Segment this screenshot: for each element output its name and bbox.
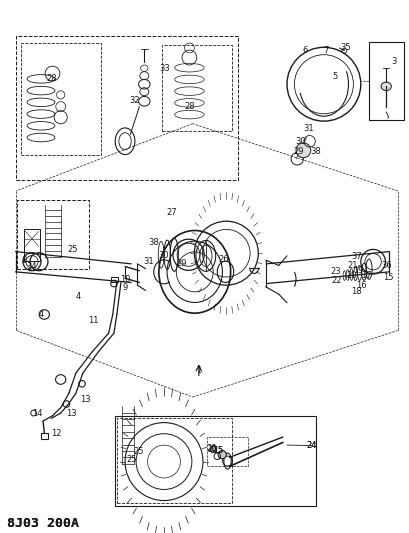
Text: 25: 25 [67,245,78,254]
Bar [162,45,232,131]
Text: 11: 11 [88,316,99,325]
Bar [17,200,89,269]
Text: 15: 15 [382,273,393,281]
Text: 8: 8 [21,256,27,264]
Text: 26: 26 [218,255,228,264]
Text: 23: 23 [329,268,340,276]
Bar [115,416,315,506]
Ellipse shape [380,82,390,91]
Text: 16: 16 [355,281,366,289]
Text: 13: 13 [80,395,90,403]
Text: 30: 30 [294,137,305,146]
Text: 20: 20 [207,445,216,454]
Text: 22: 22 [330,277,341,285]
Circle shape [209,446,216,453]
Circle shape [295,143,310,158]
Text: 4: 4 [76,293,81,301]
Text: 27: 27 [166,208,176,216]
Text: 1: 1 [196,366,201,375]
Text: 12: 12 [51,430,62,438]
Bar [110,277,118,282]
Text: 24: 24 [306,441,316,450]
Text: 19: 19 [353,266,363,274]
Text: 36: 36 [380,261,391,270]
Text: 15: 15 [213,446,222,455]
Text: 28: 28 [46,75,56,83]
Bar [21,43,101,155]
Text: 30: 30 [158,252,169,260]
Bar [368,42,403,120]
Bar [117,418,231,503]
Text: 14: 14 [31,409,42,418]
Text: 7: 7 [322,46,328,55]
Text: 9: 9 [122,284,127,292]
Text: 38: 38 [148,238,159,247]
Text: 20: 20 [345,271,356,279]
Bar [207,437,247,466]
Text: 38: 38 [310,148,320,156]
Text: 33: 33 [159,64,170,72]
Text: 15: 15 [212,446,223,455]
Text: 10: 10 [119,276,130,284]
Text: 34: 34 [27,262,37,271]
Text: 31: 31 [143,257,153,265]
Text: 35: 35 [339,44,350,52]
Text: 17: 17 [360,271,371,279]
Text: 29: 29 [175,260,186,268]
Text: 8J03 200A: 8J03 200A [7,517,79,530]
Text: 13: 13 [66,409,77,418]
Text: 28: 28 [184,102,194,111]
Text: 8J03 200A: 8J03 200A [7,517,79,530]
Text: 3: 3 [390,57,396,66]
Text: 21: 21 [346,261,357,270]
Text: 32: 32 [129,96,139,104]
Text: 5: 5 [332,72,337,80]
Bar [41,433,48,439]
Text: 31: 31 [302,125,313,133]
Bar [16,36,237,180]
Bar [24,229,40,261]
Text: 25: 25 [133,447,144,456]
Text: 24: 24 [306,441,316,450]
Text: 20: 20 [206,445,217,453]
Text: 4: 4 [38,310,43,319]
Text: 18: 18 [351,287,361,296]
Circle shape [218,450,226,459]
Text: 29: 29 [292,148,303,156]
Text: 25: 25 [126,455,137,464]
Text: 37: 37 [351,253,361,261]
Text: 6: 6 [302,46,308,55]
